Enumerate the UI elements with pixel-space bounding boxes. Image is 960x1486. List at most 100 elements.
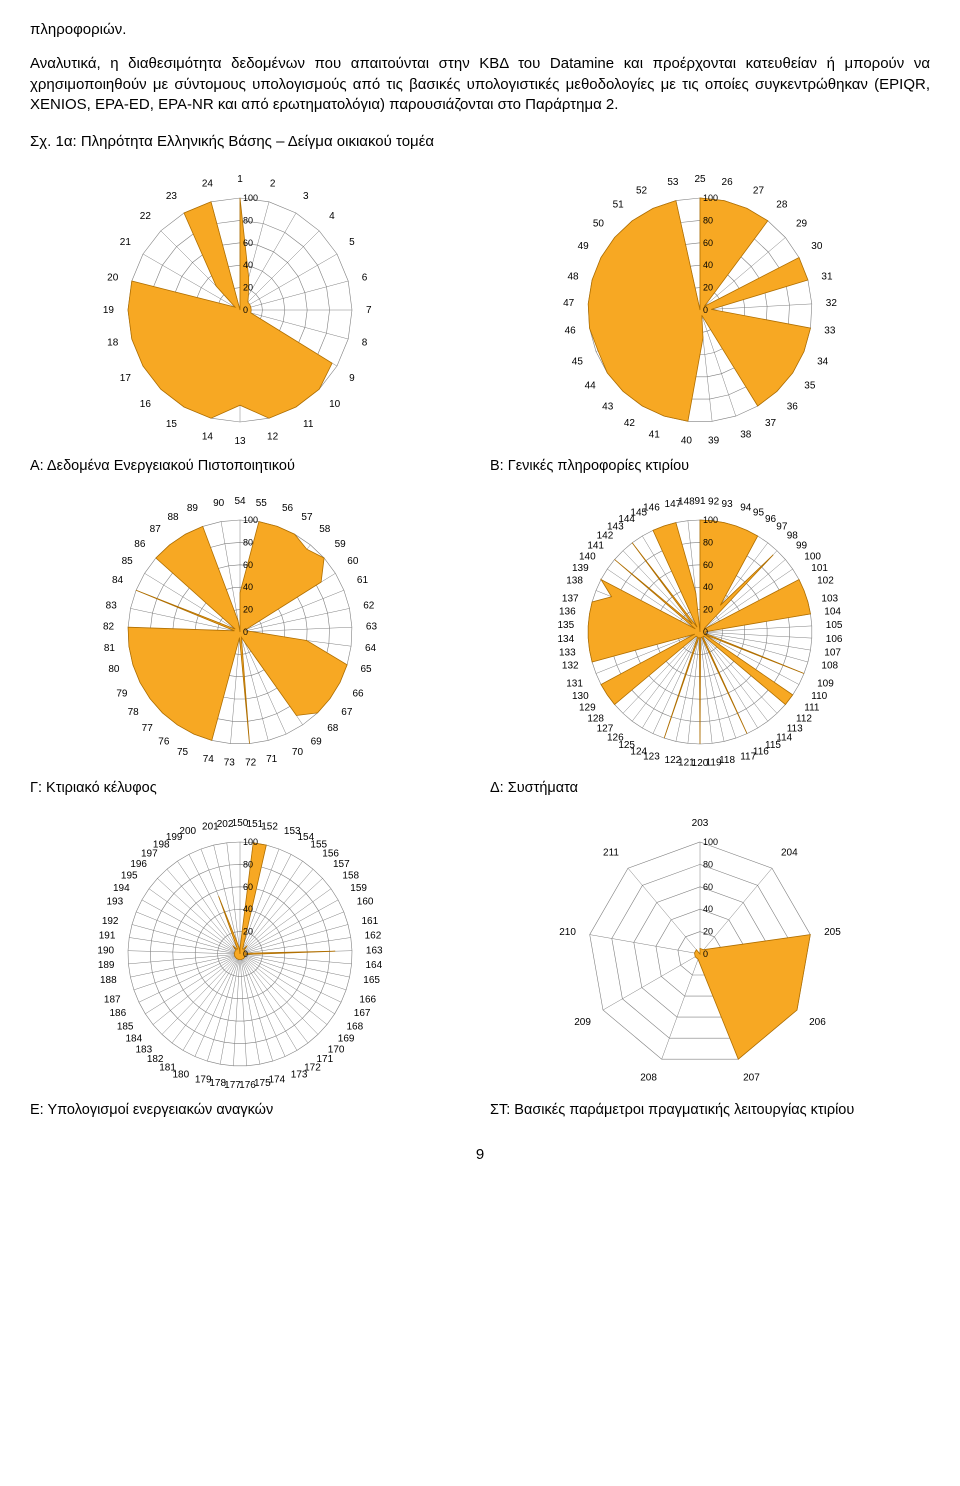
svg-text:165: 165: [363, 975, 380, 986]
svg-text:132: 132: [562, 661, 579, 672]
svg-text:16: 16: [140, 399, 152, 410]
svg-text:52: 52: [636, 186, 648, 197]
svg-text:129: 129: [579, 703, 596, 714]
svg-text:18: 18: [107, 338, 119, 349]
radar-chart-st: 020406080100203204205206207208209210211: [490, 800, 910, 1100]
svg-text:175: 175: [254, 1078, 271, 1089]
svg-text:10: 10: [329, 399, 341, 410]
svg-text:20: 20: [243, 927, 253, 937]
svg-text:27: 27: [753, 186, 765, 197]
svg-text:186: 186: [110, 1008, 127, 1019]
svg-text:60: 60: [243, 560, 253, 570]
svg-text:117: 117: [740, 751, 756, 762]
svg-text:20: 20: [703, 605, 713, 615]
svg-text:11: 11: [303, 419, 314, 430]
svg-text:194: 194: [113, 883, 130, 894]
svg-text:80: 80: [703, 859, 713, 869]
svg-text:101: 101: [811, 563, 828, 574]
svg-text:62: 62: [363, 601, 375, 612]
svg-text:0: 0: [703, 305, 708, 315]
svg-text:196: 196: [130, 859, 147, 870]
svg-text:103: 103: [821, 593, 838, 604]
svg-text:40: 40: [243, 904, 253, 914]
svg-text:176: 176: [239, 1080, 256, 1091]
figure-title: Σχ. 1α: Πληρότητα Ελληνικής Βάσης – Δείγ…: [30, 133, 930, 150]
svg-text:90: 90: [213, 498, 225, 509]
svg-text:56: 56: [282, 503, 294, 514]
radar-chart-c: 0204060801005455565758596061626364656667…: [30, 478, 450, 778]
svg-text:87: 87: [150, 524, 162, 535]
svg-text:100: 100: [243, 193, 258, 203]
chart-cell-st: 020406080100203204205206207208209210211 …: [490, 800, 930, 1118]
svg-text:91: 91: [694, 496, 706, 507]
svg-text:83: 83: [106, 601, 118, 612]
chart-cell-e: 0204060801001501511521531541551561571581…: [30, 800, 470, 1118]
svg-text:75: 75: [177, 747, 189, 758]
charts-grid: 0204060801001234567891011121314151617181…: [30, 156, 930, 1118]
svg-text:49: 49: [578, 241, 590, 252]
radar-chart-a: 0204060801001234567891011121314151617181…: [30, 156, 450, 456]
svg-text:178: 178: [209, 1078, 226, 1089]
svg-text:69: 69: [311, 736, 323, 747]
svg-text:60: 60: [703, 238, 713, 248]
svg-text:168: 168: [347, 1021, 364, 1032]
svg-text:78: 78: [128, 707, 140, 718]
svg-text:136: 136: [559, 607, 576, 618]
svg-text:99: 99: [796, 540, 808, 551]
svg-text:128: 128: [587, 714, 604, 725]
svg-text:41: 41: [649, 429, 661, 440]
svg-text:133: 133: [559, 647, 576, 658]
svg-text:191: 191: [99, 930, 116, 941]
svg-text:111: 111: [804, 703, 820, 714]
svg-text:95: 95: [753, 508, 765, 519]
caption-a: Α: Δεδομένα Ενεργειακού Πιστοποιητικού: [30, 458, 470, 474]
svg-text:118: 118: [719, 755, 735, 766]
svg-text:76: 76: [158, 736, 170, 747]
svg-text:80: 80: [108, 664, 120, 675]
svg-text:94: 94: [740, 503, 752, 514]
svg-text:96: 96: [765, 514, 777, 525]
svg-text:53: 53: [667, 177, 679, 188]
svg-text:177: 177: [224, 1080, 241, 1091]
caption-st: ΣΤ: Βασικές παράμετροι πραγματικής λειτο…: [490, 1102, 930, 1118]
svg-text:190: 190: [97, 945, 114, 956]
svg-text:77: 77: [142, 723, 154, 734]
svg-text:0: 0: [243, 949, 248, 959]
svg-text:6: 6: [362, 272, 368, 283]
svg-text:40: 40: [703, 582, 713, 592]
svg-text:158: 158: [342, 871, 359, 882]
svg-text:92: 92: [708, 497, 720, 508]
svg-text:173: 173: [291, 1069, 308, 1080]
svg-text:29: 29: [796, 218, 808, 229]
chart-cell-a: 0204060801001234567891011121314151617181…: [30, 156, 470, 474]
svg-text:161: 161: [362, 916, 379, 927]
svg-text:19: 19: [103, 305, 115, 316]
svg-text:146: 146: [643, 503, 660, 514]
svg-text:182: 182: [147, 1054, 164, 1065]
page-number: 9: [30, 1146, 930, 1163]
svg-text:70: 70: [292, 747, 304, 758]
svg-text:80: 80: [243, 215, 253, 225]
svg-text:208: 208: [640, 1072, 657, 1083]
svg-text:74: 74: [203, 754, 215, 765]
svg-text:60: 60: [243, 882, 253, 892]
svg-text:100: 100: [703, 515, 718, 525]
chart-cell-b: 0204060801002526272829303132333435363738…: [490, 156, 930, 474]
svg-text:60: 60: [347, 556, 359, 567]
svg-text:206: 206: [809, 1017, 826, 1028]
svg-text:33: 33: [824, 325, 836, 336]
radar-chart-e: 0204060801001501511521531541551561571581…: [30, 800, 450, 1100]
svg-text:102: 102: [817, 575, 834, 586]
svg-text:54: 54: [234, 496, 246, 507]
svg-text:47: 47: [563, 298, 575, 309]
svg-text:24: 24: [202, 178, 214, 189]
svg-text:135: 135: [558, 620, 575, 631]
caption-b: Β: Γενικές πληροφορίες κτιρίου: [490, 458, 930, 474]
intro-fragment: πληροφοριών.: [30, 20, 930, 40]
svg-text:59: 59: [335, 539, 347, 550]
svg-text:107: 107: [824, 647, 841, 658]
svg-text:152: 152: [261, 822, 278, 833]
svg-text:148: 148: [678, 497, 695, 508]
svg-text:134: 134: [558, 634, 575, 645]
svg-text:100: 100: [804, 551, 821, 562]
